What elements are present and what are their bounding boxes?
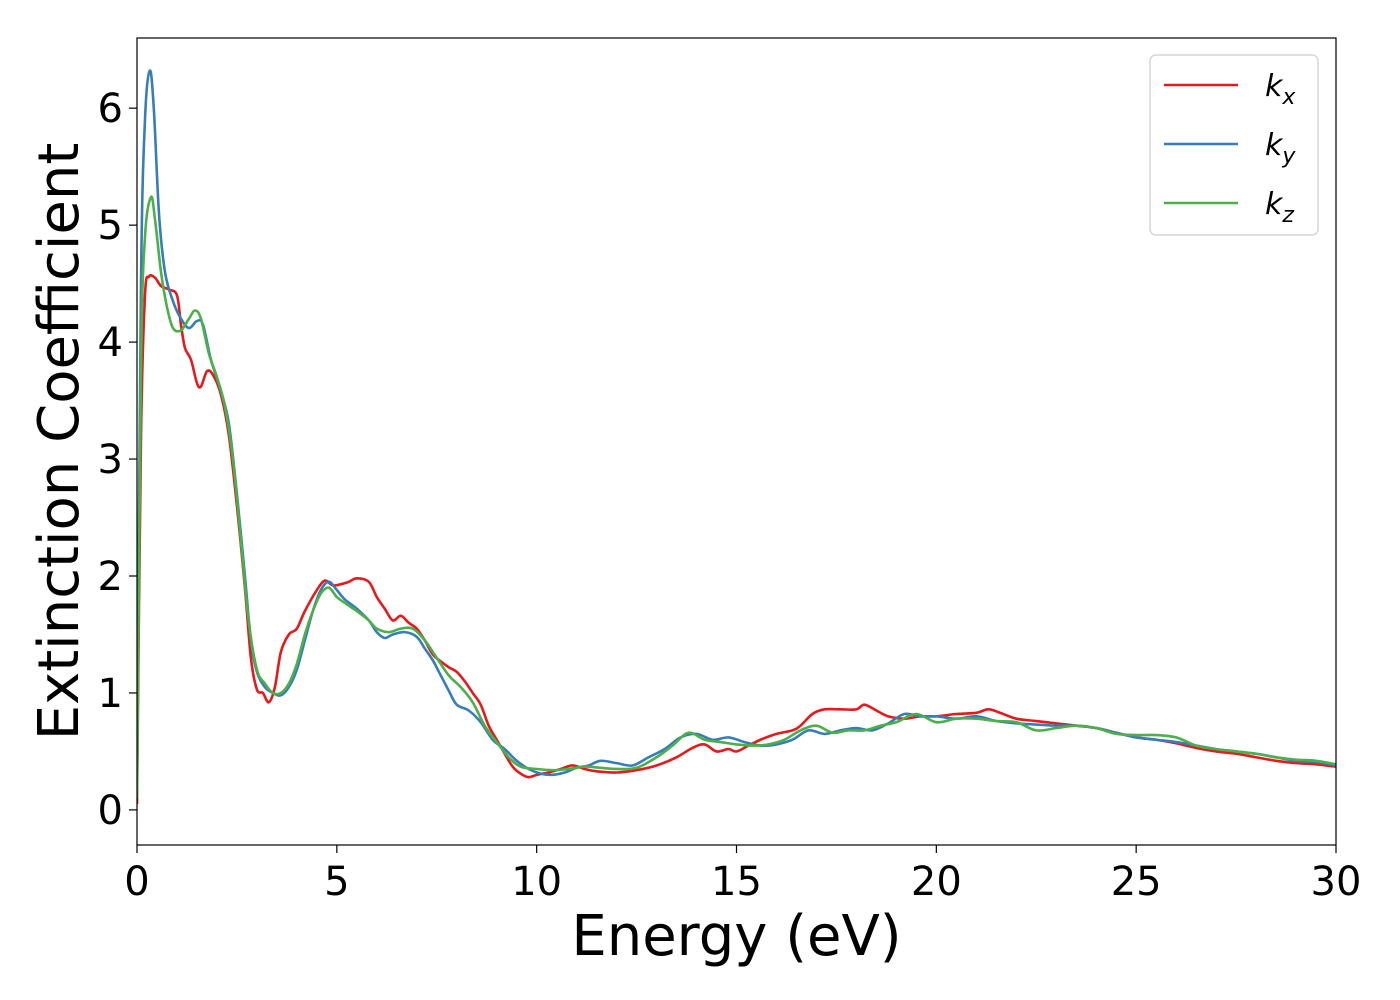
x-tick-label: 30: [1311, 859, 1362, 905]
y-tick-label: 5: [98, 203, 123, 249]
y-tick-label: 0: [98, 788, 123, 834]
x-tick-label: 0: [124, 859, 149, 905]
legend-label-kz: kz: [1265, 187, 1294, 228]
series-layer: [137, 69, 1336, 805]
x-tick-label: 5: [324, 859, 349, 905]
x-tick-label: 20: [911, 859, 962, 905]
y-axis-title: Extinction Coefficient: [27, 143, 92, 741]
x-tick-label: 25: [1111, 859, 1162, 905]
series-line-kx: [137, 273, 1336, 805]
y-tick-label: 1: [98, 671, 123, 717]
y-axis: 0 1 2 3 4 5 6: [98, 86, 137, 834]
y-tick-label: 3: [98, 437, 123, 483]
x-tick-label: 10: [511, 859, 562, 905]
x-tick-label: 15: [711, 859, 762, 905]
series-line-kz: [137, 195, 1336, 799]
y-tick-label: 4: [98, 320, 123, 366]
y-tick-label: 2: [98, 554, 123, 600]
x-axis-title: Energy (eV): [571, 904, 901, 969]
x-axis: 0 5 10 15 20 25 30: [124, 845, 1361, 905]
y-tick-label: 6: [98, 86, 123, 132]
